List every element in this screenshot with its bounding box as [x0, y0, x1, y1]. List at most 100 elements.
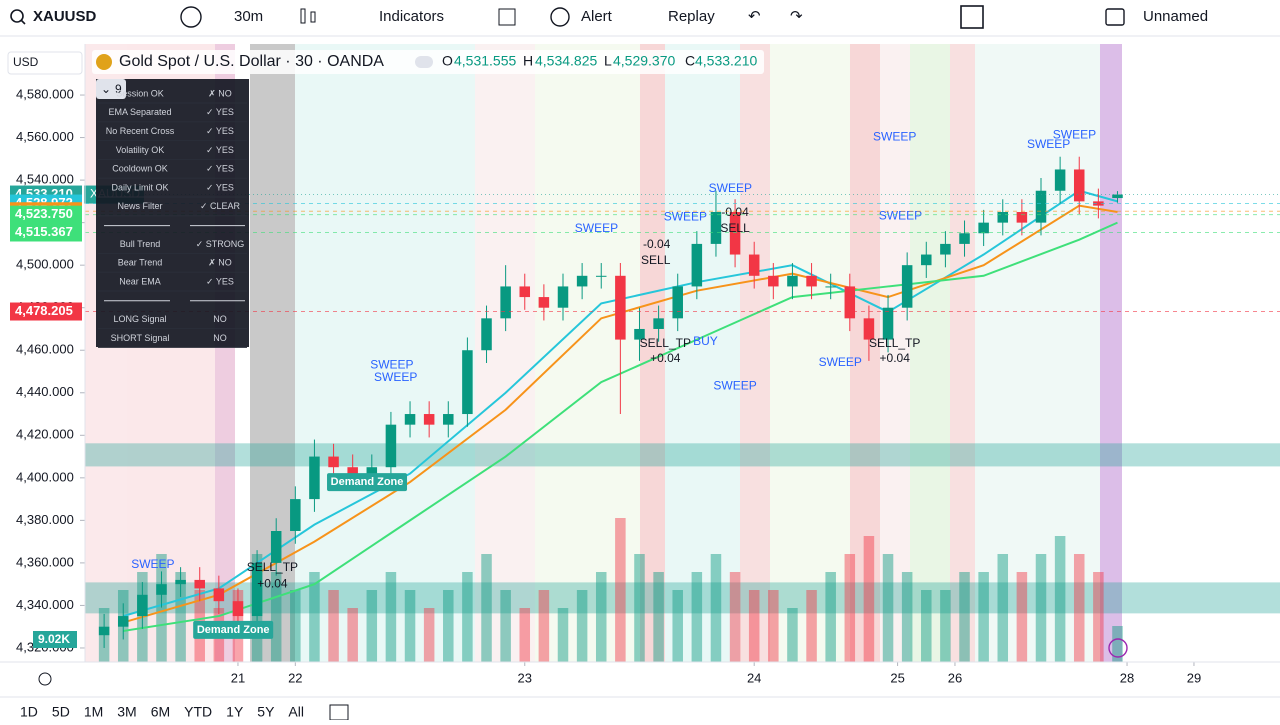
indicators-button[interactable]: Indicators — [379, 8, 444, 25]
volume-bar — [1073, 554, 1085, 662]
price-label-bg — [10, 302, 82, 321]
candle-body — [825, 286, 836, 288]
range-button[interactable]: YTD — [184, 704, 212, 720]
range-button[interactable]: 3M — [117, 704, 136, 720]
candle-body — [1035, 190, 1047, 223]
candle-body — [519, 286, 531, 298]
templates-button[interactable] — [498, 8, 516, 26]
volume-bar — [500, 590, 511, 662]
candle-body — [213, 588, 225, 602]
candle-body — [270, 530, 282, 563]
annotation: SELL — [641, 253, 671, 267]
annotation: SWEEP — [709, 181, 752, 195]
candle-body — [959, 233, 970, 244]
candle-body — [462, 350, 473, 415]
volume-bar — [710, 554, 722, 662]
candle-body — [595, 275, 607, 277]
volume-bar — [595, 572, 607, 662]
replay-button[interactable]: Replay — [668, 8, 715, 25]
undo-button[interactable]: ↶ — [748, 8, 761, 25]
volume-bar — [634, 554, 645, 662]
annotation: -0.04 — [721, 205, 749, 219]
candle-body — [385, 424, 397, 468]
volume-bar — [1035, 554, 1047, 662]
candle-body — [901, 265, 913, 308]
alert-button[interactable]: Alert — [581, 8, 613, 25]
symbol-search[interactable]: XAUUSD — [33, 8, 97, 25]
candle-body — [557, 286, 569, 308]
zone-label: Demand Zone — [331, 476, 404, 488]
annotation: -0.04 — [643, 237, 671, 251]
redo-button[interactable]: ↷ — [790, 8, 803, 25]
ema-line — [122, 189, 1118, 618]
y-tick-label: 4,460.000 — [16, 342, 74, 357]
annotation: SWEEP — [1027, 137, 1070, 151]
range-button[interactable]: 5D — [52, 704, 70, 720]
volume-bar — [290, 590, 301, 662]
volume-bar — [366, 590, 378, 662]
status-value: NO — [213, 314, 227, 324]
candle-body — [576, 275, 588, 287]
svg-text:⌄: ⌄ — [101, 82, 111, 96]
status-label: Bull Trend — [120, 239, 161, 249]
fullscreen-button[interactable] — [960, 5, 984, 29]
range-button[interactable]: All — [288, 704, 304, 720]
annotation: SELL — [720, 221, 750, 235]
volume-bar — [806, 590, 817, 662]
chart-type-button[interactable] — [300, 8, 306, 24]
volume-bar — [825, 572, 836, 662]
x-tick-label: 23 — [518, 670, 532, 685]
volume-bar — [768, 590, 779, 662]
status-label: Volatility OK — [116, 145, 165, 155]
legend: Gold Spot / U.S. Dollar · 30 · OANDA O 4… — [92, 50, 764, 74]
range-button[interactable]: 5Y — [257, 704, 275, 720]
volume-bar — [404, 590, 416, 662]
zone-label: Demand Zone — [197, 624, 270, 636]
volume-bar — [653, 572, 664, 662]
candle-body — [710, 212, 722, 244]
candle-body — [653, 318, 664, 329]
layout-name[interactable]: Unnamed — [1143, 8, 1208, 25]
volume-bar — [844, 554, 856, 662]
compare-button[interactable] — [180, 6, 202, 28]
status-label: Session OK — [116, 88, 164, 98]
currency: USD — [13, 55, 39, 69]
currency-select[interactable] — [7, 51, 83, 75]
status-value: ✓ YES — [206, 164, 234, 174]
volume-bar — [787, 608, 798, 662]
annotation: SWEEP — [575, 221, 618, 235]
status-label: SHORT Signal — [111, 333, 170, 343]
volume-bar — [270, 572, 282, 662]
candle-body — [997, 212, 1009, 223]
candle-body — [729, 212, 741, 255]
candle-body — [1054, 169, 1066, 191]
price-label-bg — [10, 223, 82, 242]
candle-body — [921, 254, 932, 266]
candle-body — [940, 243, 951, 255]
range-button[interactable]: 1M — [84, 704, 103, 720]
candle-body — [309, 456, 320, 500]
range-button[interactable]: 6M — [151, 704, 170, 720]
interval-button[interactable]: 30m — [234, 8, 263, 25]
legend-l: L — [604, 53, 612, 69]
demand-zone — [84, 582, 1280, 614]
range-button[interactable]: 1Y — [226, 704, 244, 720]
legend-c-value: 4,533.210 — [695, 53, 757, 69]
status-value: ✓ YES — [206, 107, 234, 117]
settings-button[interactable] — [38, 672, 52, 686]
x-tick-label: 24 — [747, 670, 761, 685]
y-tick-label: 4,360.000 — [16, 554, 74, 569]
indicator-count[interactable]: 9 — [115, 82, 122, 96]
annotation: SELL_TP — [640, 336, 691, 350]
volume-bar — [959, 572, 970, 662]
x-tick-label: 21 — [231, 670, 245, 685]
status-label: Near EMA — [119, 276, 161, 286]
y-tick-label: 4,580.000 — [16, 86, 74, 101]
volume-bar — [423, 608, 435, 662]
volume-bar — [921, 590, 932, 662]
y-tick-label: 4,380.000 — [16, 512, 74, 527]
annotation: SWEEP — [713, 379, 756, 393]
range-button[interactable]: 1D — [20, 704, 38, 720]
zone-label-bg — [327, 473, 408, 492]
legend-c: C — [685, 53, 695, 69]
